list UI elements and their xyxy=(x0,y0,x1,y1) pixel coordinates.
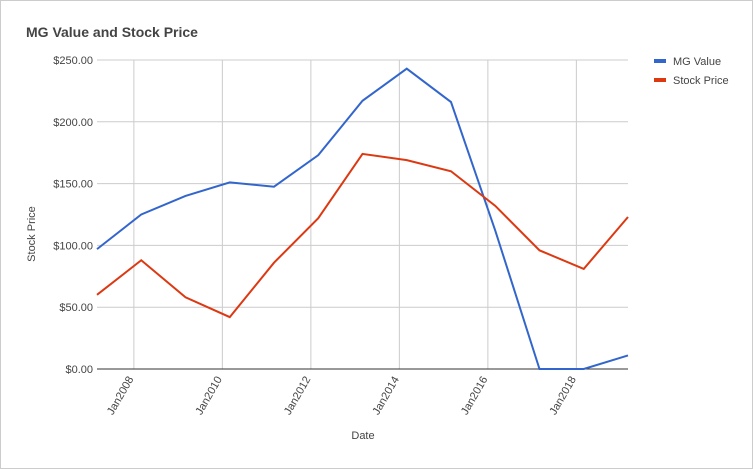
legend-swatch xyxy=(654,78,666,82)
legend-swatch xyxy=(654,59,666,63)
series-line xyxy=(96,67,629,370)
y-tick-label: $0.00 xyxy=(65,364,93,376)
x-axis-label: Date xyxy=(351,430,374,442)
chart-title: MG Value and Stock Price xyxy=(26,24,198,40)
y-tick-label: $250.00 xyxy=(53,55,93,67)
y-tick-label: $150.00 xyxy=(53,179,93,191)
y-axis-label: Stock Price xyxy=(26,206,38,262)
legend-label: MG Value xyxy=(673,56,721,68)
legend-label: Stock Price xyxy=(673,75,729,87)
y-tick-label: $200.00 xyxy=(53,117,93,129)
y-tick-label: $50.00 xyxy=(59,302,93,314)
series-line xyxy=(96,152,629,319)
y-tick-label: $100.00 xyxy=(53,240,93,252)
